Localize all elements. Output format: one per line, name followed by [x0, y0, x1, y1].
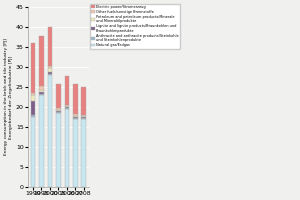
Bar: [82, 119, 86, 187]
Bar: [31, 115, 35, 117]
Bar: [56, 112, 61, 113]
Bar: [48, 68, 52, 72]
Bar: [82, 118, 86, 119]
Bar: [73, 117, 78, 118]
Bar: [56, 108, 61, 110]
Bar: [64, 105, 69, 106]
Bar: [73, 119, 78, 187]
Bar: [82, 87, 86, 115]
Bar: [56, 111, 61, 112]
Y-axis label: Energy consumption in the brick and tile industry [PJ]
Energiebedarf der Ziegeli: Energy consumption in the brick and tile…: [4, 39, 13, 155]
Bar: [82, 115, 86, 116]
Bar: [56, 113, 61, 187]
Bar: [48, 27, 52, 66]
Bar: [56, 84, 61, 108]
Bar: [39, 95, 44, 187]
Bar: [64, 108, 69, 109]
Bar: [73, 116, 78, 117]
Bar: [64, 107, 69, 108]
Bar: [31, 117, 35, 187]
Bar: [73, 114, 78, 116]
Bar: [48, 75, 52, 187]
Bar: [64, 109, 69, 187]
Bar: [31, 101, 35, 115]
Bar: [31, 95, 35, 101]
Bar: [48, 74, 52, 75]
Bar: [31, 93, 35, 95]
Bar: [39, 90, 44, 92]
Legend: Electric power/Stromerzeug, Other fuels/sonstige Brennstoffe, Petroleum and petr: Electric power/Stromerzeug, Other fuels/…: [89, 4, 180, 49]
Bar: [48, 66, 52, 68]
Bar: [64, 76, 69, 105]
Bar: [82, 117, 86, 118]
Bar: [39, 94, 44, 95]
Bar: [39, 36, 44, 86]
Bar: [31, 43, 35, 93]
Bar: [56, 110, 61, 111]
Bar: [73, 84, 78, 114]
Bar: [48, 72, 52, 74]
Bar: [73, 118, 78, 119]
Bar: [39, 92, 44, 94]
Bar: [82, 116, 86, 117]
Bar: [39, 86, 44, 90]
Bar: [64, 106, 69, 107]
